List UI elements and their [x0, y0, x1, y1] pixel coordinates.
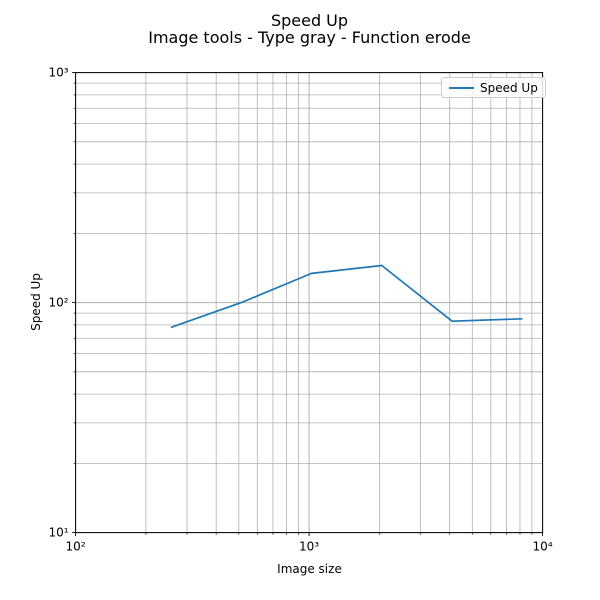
legend-line-swatch	[449, 86, 474, 89]
x-tick-label: 10³	[299, 540, 319, 554]
x-tick-label: 10⁴	[533, 540, 553, 554]
speedup-data-line	[170, 264, 523, 329]
y-axis-label: Speed Up	[29, 273, 43, 331]
axis-ticks	[72, 72, 544, 537]
y-tick-label: 10¹	[49, 526, 69, 540]
chart-title-block: Speed Up Image tools - Type gray - Funct…	[76, 12, 543, 46]
y-tick-label: 10³	[49, 66, 69, 80]
legend-label: Speed Up	[480, 80, 538, 95]
chart-subtitle: Image tools - Type gray - Function erode	[148, 28, 471, 47]
x-axis-label: Image size	[277, 562, 342, 576]
y-tick-label: 10²	[49, 296, 69, 310]
legend: Speed Up	[441, 77, 546, 98]
x-tick-label: 10²	[66, 540, 86, 554]
chart-title: Speed Up	[270, 11, 349, 30]
